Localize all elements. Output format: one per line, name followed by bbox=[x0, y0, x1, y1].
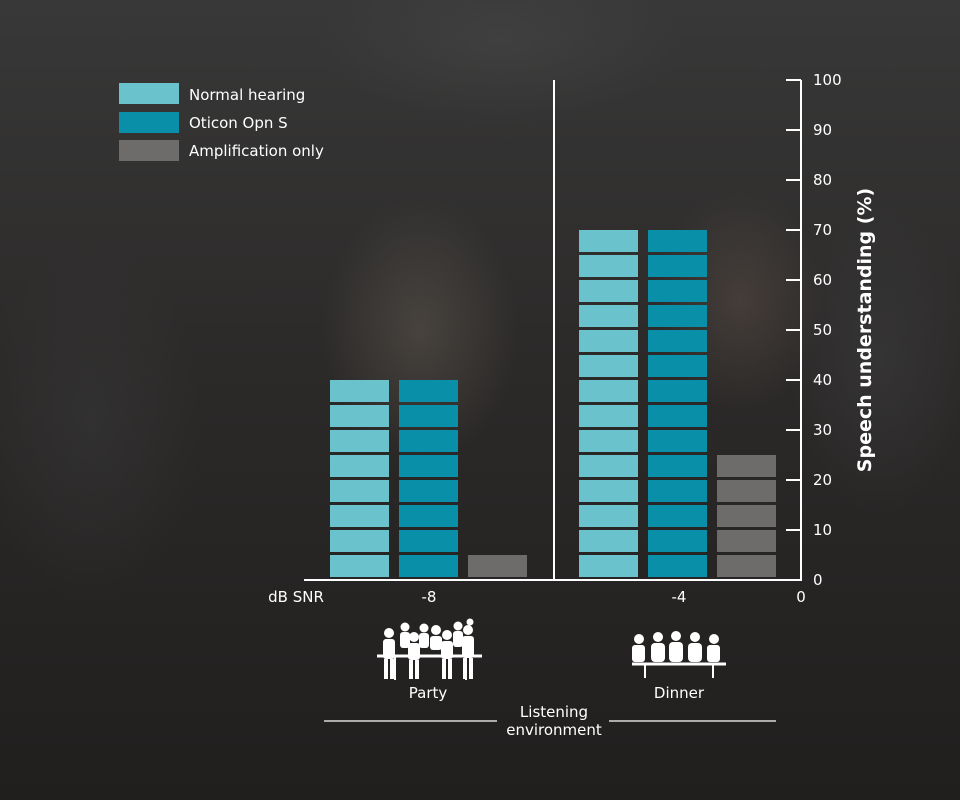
bar-segment bbox=[648, 305, 707, 327]
bar-segment bbox=[579, 305, 638, 327]
bar-segment bbox=[648, 555, 707, 577]
bar-segment bbox=[717, 505, 776, 527]
legend-label-amplification-only: Amplification only bbox=[189, 142, 324, 160]
category-label-party: Party bbox=[409, 684, 448, 702]
bar-segment bbox=[648, 455, 707, 477]
bar-segment bbox=[579, 255, 638, 277]
x-axis-label: dB SNR bbox=[268, 588, 324, 606]
legend-label-oticon-opn-s: Oticon Opn S bbox=[189, 114, 288, 132]
y-tick-label-90: 90 bbox=[813, 121, 832, 139]
bar-segment bbox=[648, 230, 707, 252]
bar-segment bbox=[330, 505, 389, 527]
category-label-dinner: Dinner bbox=[654, 684, 705, 702]
bar-segment bbox=[717, 455, 776, 477]
bar-segment bbox=[399, 430, 458, 452]
bar-segment bbox=[468, 555, 527, 577]
bar-segment bbox=[579, 280, 638, 302]
legend-item-amplification-only: Amplification only bbox=[119, 140, 324, 161]
party-scene-icon bbox=[377, 618, 482, 680]
bar-segment bbox=[717, 480, 776, 502]
group-axis-label-line-2: environment bbox=[506, 721, 602, 739]
x-tick-label-minus-8: -8 bbox=[422, 588, 437, 606]
y-tick-label-10: 10 bbox=[813, 521, 832, 539]
y-axis-label: Speech understanding (%) bbox=[854, 188, 876, 472]
bar-segment bbox=[648, 280, 707, 302]
bar-segment bbox=[399, 555, 458, 577]
bar-party-amplification-only bbox=[468, 555, 527, 577]
y-tick-label-70: 70 bbox=[813, 221, 832, 239]
y-tick-label-30: 30 bbox=[813, 421, 832, 439]
y-tick-label-50: 50 bbox=[813, 321, 832, 339]
x-tick-label-minus-4: -4 bbox=[672, 588, 687, 606]
bar-party-oticon-opn-s bbox=[399, 380, 458, 577]
bar-segment bbox=[399, 480, 458, 502]
x-tick-label-0: 0 bbox=[796, 588, 806, 606]
legend: Normal hearing Oticon Opn S Amplificatio… bbox=[119, 83, 324, 161]
bar-segment bbox=[648, 430, 707, 452]
bar-segment bbox=[330, 380, 389, 402]
legend-swatch-amplification-only bbox=[119, 140, 179, 161]
legend-swatch-oticon-opn-s bbox=[119, 112, 179, 133]
bar-segment bbox=[648, 530, 707, 552]
bar-segment bbox=[579, 405, 638, 427]
bar-segment bbox=[330, 405, 389, 427]
y-tick-label-80: 80 bbox=[813, 171, 832, 189]
bar-segment bbox=[717, 555, 776, 577]
bar-segment bbox=[579, 480, 638, 502]
group-axis-label-line-1: Listening bbox=[520, 703, 588, 721]
bar-dinner-oticon-opn-s bbox=[648, 230, 707, 577]
dinner-table-icon bbox=[632, 631, 726, 678]
bar-segment bbox=[648, 480, 707, 502]
y-tick-label-0: 0 bbox=[813, 571, 823, 589]
bar-segment bbox=[579, 330, 638, 352]
bar-segment bbox=[579, 230, 638, 252]
y-tick-label-40: 40 bbox=[813, 371, 832, 389]
y-tick-label-60: 60 bbox=[813, 271, 832, 289]
bar-segment bbox=[648, 405, 707, 427]
bar-segment bbox=[717, 530, 776, 552]
bar-dinner-amplification-only bbox=[717, 455, 776, 577]
bar-segment bbox=[648, 380, 707, 402]
bar-segment bbox=[399, 405, 458, 427]
y-tick-label-20: 20 bbox=[813, 471, 832, 489]
bars-group bbox=[330, 230, 776, 577]
bar-segment bbox=[648, 330, 707, 352]
bar-segment bbox=[579, 530, 638, 552]
bar-segment bbox=[579, 455, 638, 477]
bar-segment bbox=[579, 505, 638, 527]
bar-segment bbox=[330, 430, 389, 452]
bar-segment bbox=[399, 530, 458, 552]
y-tick-label-100: 100 bbox=[813, 71, 842, 89]
legend-item-normal-hearing: Normal hearing bbox=[119, 83, 305, 104]
bar-dinner-normal-hearing bbox=[579, 230, 638, 577]
bar-segment bbox=[579, 355, 638, 377]
bar-segment bbox=[648, 505, 707, 527]
legend-swatch-normal-hearing bbox=[119, 83, 179, 104]
bar-segment bbox=[579, 430, 638, 452]
bar-segment bbox=[648, 255, 707, 277]
bar-segment bbox=[399, 505, 458, 527]
legend-item-oticon-opn-s: Oticon Opn S bbox=[119, 112, 288, 133]
legend-label-normal-hearing: Normal hearing bbox=[189, 86, 305, 104]
bar-party-normal-hearing bbox=[330, 380, 389, 577]
bar-segment bbox=[330, 555, 389, 577]
bar-segment bbox=[648, 355, 707, 377]
bar-segment bbox=[579, 380, 638, 402]
bar-segment bbox=[330, 455, 389, 477]
bar-segment bbox=[399, 380, 458, 402]
bar-segment bbox=[579, 555, 638, 577]
y-ticks-group: 0 10 20 30 40 50 60 70 80 90 100 bbox=[786, 71, 842, 589]
bar-segment bbox=[399, 455, 458, 477]
bar-segment bbox=[330, 530, 389, 552]
bar-segment bbox=[330, 480, 389, 502]
